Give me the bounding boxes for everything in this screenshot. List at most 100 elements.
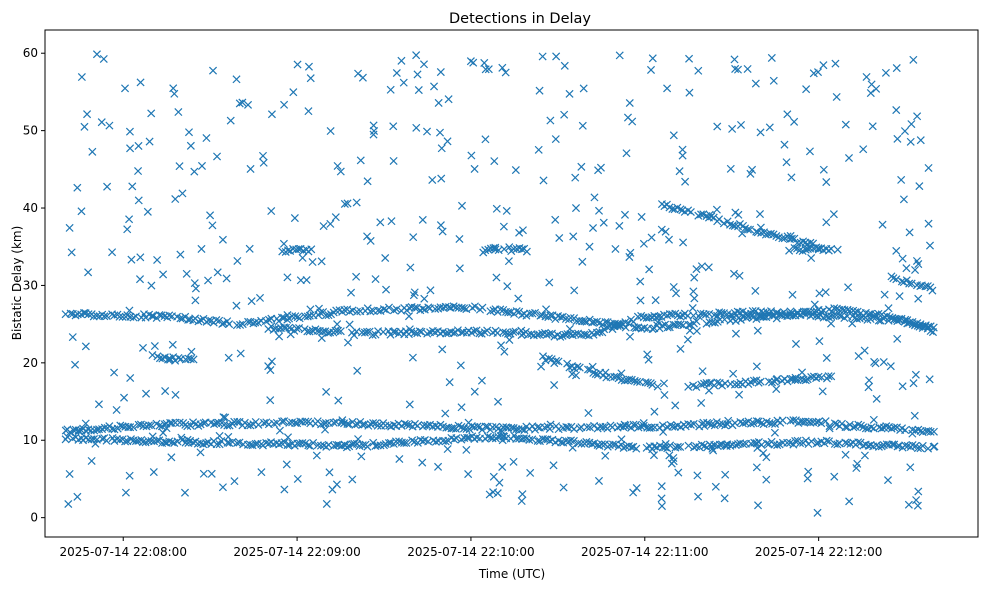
data-point-x-marker: [498, 462, 507, 472]
data-point-x-marker: [522, 247, 531, 256]
data-point-x-marker: [909, 379, 918, 388]
data-point-x-marker: [617, 369, 626, 378]
data-point-x-marker: [420, 305, 429, 314]
data-point-x-marker: [358, 441, 367, 450]
data-point-x-marker: [705, 210, 714, 219]
data-point-x-marker: [298, 439, 307, 448]
data-point-x-marker: [724, 416, 733, 425]
data-point-x-marker: [895, 292, 904, 301]
data-point-x-marker: [783, 438, 792, 447]
data-point-x-marker: [810, 300, 819, 309]
data-point-x-marker: [705, 309, 714, 319]
data-point-x-marker: [97, 118, 106, 127]
data-point-x-marker: [512, 434, 521, 443]
data-point-x-marker: [821, 417, 830, 426]
data-point-x-marker: [218, 319, 227, 328]
data-point-x-marker: [832, 92, 841, 101]
data-point-x-marker: [389, 122, 398, 131]
data-point-x-marker: [841, 438, 850, 447]
data-point-x-marker: [715, 420, 724, 429]
data-point-x-marker: [298, 253, 307, 262]
data-point-x-marker: [80, 308, 89, 317]
data-point-x-marker: [883, 476, 893, 485]
plot-area-frame: [44, 29, 979, 538]
x-tick-label: 2025-07-14 22:12:00: [755, 545, 882, 559]
data-point-x-marker: [778, 234, 787, 243]
data-point-x-marker: [541, 435, 550, 444]
data-point-x-marker: [751, 79, 760, 88]
data-point-x-marker: [246, 164, 255, 173]
data-point-x-marker: [648, 54, 657, 63]
data-point-x-marker: [790, 117, 799, 126]
data-point-x-marker: [437, 174, 446, 183]
data-point-x-marker: [66, 309, 75, 318]
data-point-x-marker: [232, 301, 241, 310]
data-point-x-marker: [282, 460, 291, 469]
data-point-x-marker: [233, 417, 242, 426]
data-point-x-marker: [155, 421, 164, 430]
data-point-x-marker: [665, 451, 674, 460]
data-point-x-marker: [431, 437, 440, 446]
y-tick-label: 40: [23, 201, 38, 215]
data-point-x-marker: [860, 451, 869, 460]
data-point-x-marker: [73, 492, 82, 501]
data-point-x-marker: [916, 136, 925, 145]
data-point-x-marker: [283, 433, 293, 442]
data-point-x-marker: [410, 328, 419, 337]
data-point-x-marker: [681, 177, 690, 186]
data-point-x-marker: [914, 487, 923, 496]
data-point-x-marker: [897, 277, 906, 286]
data-point-x-marker: [213, 268, 222, 277]
data-point-x-marker: [348, 475, 357, 484]
data-point-x-marker: [351, 420, 360, 429]
data-point-x-marker: [149, 468, 158, 477]
data-point-x-marker: [675, 167, 684, 176]
data-point-x-marker: [341, 441, 350, 450]
data-point-x-marker: [400, 438, 409, 447]
data-point-x-marker: [102, 436, 111, 445]
data-point-x-marker: [773, 441, 782, 450]
data-point-x-marker: [578, 121, 587, 130]
data-point-x-marker: [350, 439, 359, 448]
data-point-x-marker: [769, 76, 778, 85]
data-point-x-marker: [594, 206, 604, 215]
data-point-x-marker: [258, 151, 268, 160]
data-point-x-marker: [326, 328, 335, 337]
data-point-x-marker: [713, 378, 722, 387]
data-point-x-marker: [731, 329, 740, 338]
data-point-x-marker: [317, 257, 326, 266]
data-point-x-marker: [128, 182, 137, 191]
data-point-x-marker: [493, 489, 502, 498]
data-point-x-marker: [450, 435, 459, 444]
data-point-x-marker: [517, 326, 526, 335]
data-point-x-marker: [470, 302, 479, 311]
data-point-x-marker: [617, 435, 626, 444]
data-point-x-marker: [77, 207, 86, 216]
data-point-x-marker: [457, 201, 467, 210]
data-point-x-marker: [755, 210, 765, 219]
data-point-x-marker: [756, 312, 765, 321]
data-point-x-marker: [531, 308, 540, 317]
data-point-x-marker: [212, 440, 221, 449]
data-point-x-marker: [713, 122, 722, 131]
data-point-x-marker: [611, 244, 620, 254]
data-point-x-marker: [665, 323, 674, 332]
data-point-x-marker: [321, 425, 330, 434]
data-point-x-marker: [707, 442, 716, 451]
data-point-x-marker: [841, 450, 850, 459]
data-point-x-marker: [338, 416, 347, 425]
data-point-x-marker: [906, 463, 915, 472]
data-point-x-marker: [752, 362, 761, 371]
data-point-x-marker: [771, 419, 780, 429]
data-point-x-marker: [500, 347, 509, 356]
data-point-x-marker: [298, 417, 307, 426]
data-point-x-marker: [608, 440, 617, 449]
data-point-x-marker: [84, 268, 93, 277]
data-point-x-marker: [739, 440, 748, 449]
data-point-x-marker: [175, 418, 184, 427]
data-point-x-marker: [174, 353, 183, 362]
data-point-x-marker: [566, 313, 575, 322]
data-point-x-marker: [632, 484, 641, 493]
data-point-x-marker: [824, 313, 833, 322]
y-tick-label: 0: [30, 511, 38, 525]
